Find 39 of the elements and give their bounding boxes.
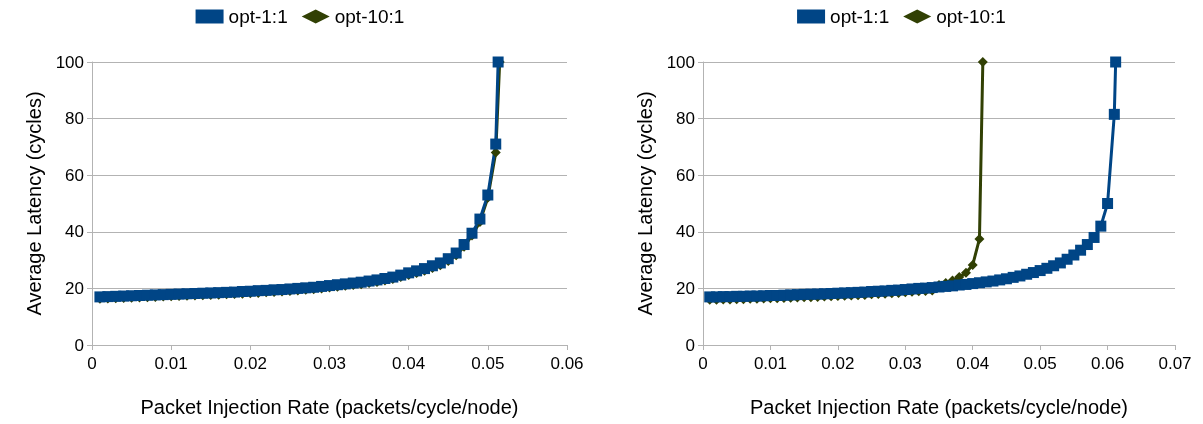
y-tick-label: 20 [65, 278, 84, 298]
y-tick-label: 40 [65, 222, 84, 242]
x-tick-label: 0.02 [233, 354, 267, 373]
y-tick-label: 60 [676, 165, 695, 185]
x-tick-label: 0.06 [1091, 354, 1125, 373]
x-tick-label: 0.02 [821, 354, 855, 373]
x-tick-label: 0.06 [550, 354, 584, 373]
x-tick-label: 0.07 [1158, 354, 1192, 373]
x-tick-label: 0.03 [888, 354, 922, 373]
point [960, 267, 971, 278]
x-tick-label: 0.05 [471, 354, 505, 373]
x-tick-label: 0 [698, 354, 708, 373]
y-tick-label: 0 [74, 335, 84, 355]
point [490, 138, 502, 150]
y-tick-label: 40 [676, 222, 695, 242]
legend-label: opt-1:1 [228, 6, 288, 27]
y-tick-label: 60 [65, 165, 84, 185]
x-tick-label: 0.04 [392, 354, 426, 373]
x-tick-label: 0 [87, 354, 97, 373]
x-tick-label: 0.04 [956, 354, 990, 373]
x-tick-label: 0.05 [1023, 354, 1057, 373]
y-tick-label: 80 [676, 109, 695, 129]
y-tick-label: 80 [65, 109, 84, 129]
x-axis-title: Packet Injection Rate (packets/cycle/node) [750, 396, 1128, 418]
legend-label: opt-10:1 [334, 6, 405, 27]
x-tick-label: 0.01 [753, 354, 787, 373]
point [977, 57, 988, 67]
y-axis-title: Average Latency (cycles) [23, 91, 45, 316]
y-tick-label: 20 [676, 278, 695, 298]
y-tick-label: 100 [666, 52, 695, 72]
legend-label: opt-10:1 [936, 6, 1006, 27]
legend-label: opt-1:1 [830, 6, 890, 27]
y-tick-label: 100 [55, 52, 84, 72]
point [967, 259, 978, 270]
y-tick-label: 0 [685, 335, 695, 355]
x-tick-label: 0.03 [312, 354, 347, 373]
y-axis-title: Average Latency (cycles) [634, 91, 656, 316]
x-axis-title: Packet Injection Rate (packets/cycle/node) [140, 396, 519, 418]
x-tick-label: 0.01 [154, 354, 188, 373]
